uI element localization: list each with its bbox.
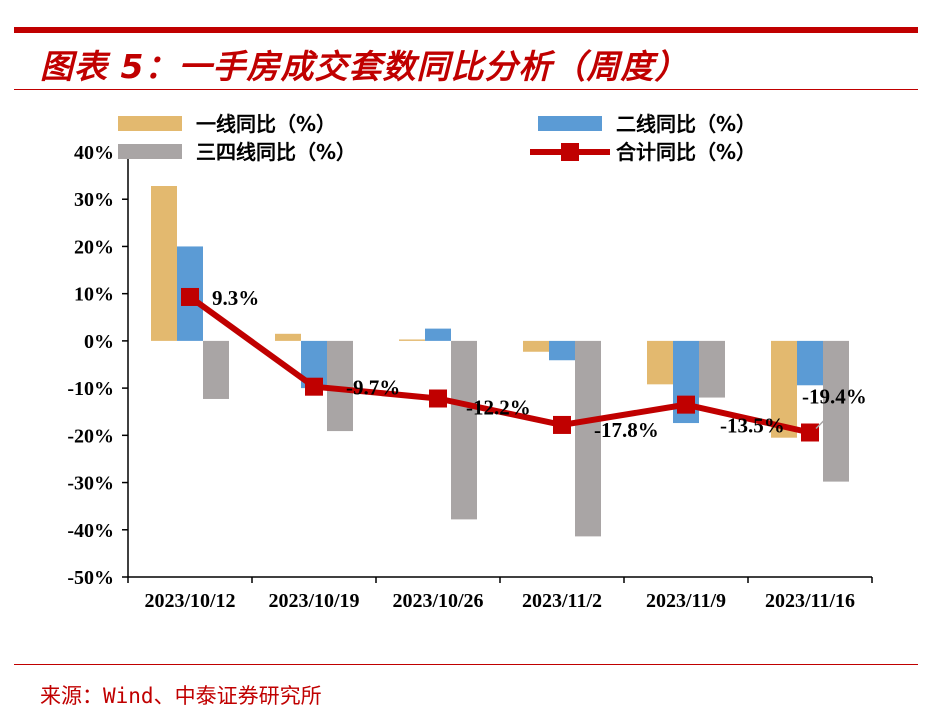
y-tick-label: -40% bbox=[67, 520, 114, 542]
bar-1 bbox=[399, 339, 425, 341]
legend-label: 三四线同比（%） bbox=[196, 140, 356, 164]
y-tick-label: -30% bbox=[67, 473, 114, 495]
bar-2 bbox=[549, 340, 575, 361]
y-tick-label: 30% bbox=[74, 189, 114, 211]
data-label: 9.3% bbox=[212, 286, 259, 310]
bar-1 bbox=[771, 340, 797, 438]
bar-1 bbox=[523, 340, 549, 352]
bar-1 bbox=[151, 186, 177, 341]
bottom-rule bbox=[14, 664, 918, 665]
bar-3 bbox=[203, 340, 229, 399]
x-tick-label: 2023/10/12 bbox=[144, 590, 235, 612]
legend-label: 二线同比（%） bbox=[616, 112, 756, 136]
data-label: -19.4% bbox=[802, 385, 867, 409]
bar-1 bbox=[647, 340, 673, 385]
total-marker bbox=[181, 287, 199, 306]
bar-2 bbox=[425, 328, 451, 341]
legend-swatch-marker bbox=[561, 143, 579, 161]
total-marker bbox=[429, 389, 447, 408]
data-label: -13.5% bbox=[720, 414, 785, 438]
data-label-leader bbox=[815, 407, 837, 430]
y-tick-label: -10% bbox=[67, 378, 114, 400]
legend-label: 合计同比（%） bbox=[616, 140, 756, 164]
legend-swatch bbox=[538, 116, 602, 131]
chart-title: 图表 5：一手房成交套数同比分析（周度） bbox=[40, 47, 689, 86]
bar-3 bbox=[699, 340, 725, 398]
y-tick-label: 40% bbox=[74, 142, 114, 164]
bar-3 bbox=[575, 340, 601, 537]
bar-3 bbox=[451, 340, 477, 520]
total-marker bbox=[553, 415, 571, 434]
y-tick-label: 10% bbox=[74, 284, 114, 306]
data-label: -17.8% bbox=[594, 418, 659, 442]
x-tick-label: 2023/11/2 bbox=[522, 590, 602, 612]
total-line bbox=[188, 294, 811, 436]
x-tick-label: 2023/10/26 bbox=[392, 590, 483, 612]
x-tick-label: 2023/10/19 bbox=[268, 590, 359, 612]
x-tick-label: 2023/11/9 bbox=[646, 590, 726, 612]
source-note: 来源：Wind、中泰证券研究所 bbox=[40, 684, 322, 708]
total-marker bbox=[677, 395, 695, 414]
legend-swatch bbox=[118, 144, 182, 159]
y-tick-label: -20% bbox=[67, 425, 114, 447]
y-tick-label: -50% bbox=[67, 567, 114, 589]
legend-label: 一线同比（%） bbox=[196, 112, 336, 136]
data-label: -12.2% bbox=[466, 396, 531, 420]
bar-3 bbox=[823, 340, 849, 482]
title-rule bbox=[14, 89, 918, 90]
top-rule bbox=[14, 27, 918, 33]
y-tick-label: 20% bbox=[74, 236, 114, 258]
data-label: -9.7% bbox=[346, 376, 400, 400]
total-marker bbox=[305, 377, 323, 396]
legend-swatch bbox=[118, 116, 182, 131]
bar-1 bbox=[275, 333, 301, 341]
chart: 40% 30% 20% 10% 0% -10% -20% -30% -40% -50% 2023/1… bbox=[67, 112, 873, 612]
bar-2 bbox=[797, 340, 823, 386]
y-tick-label: 0% bbox=[84, 331, 114, 353]
total-marker bbox=[801, 423, 819, 442]
x-tick-label: 2023/11/16 bbox=[765, 590, 855, 612]
